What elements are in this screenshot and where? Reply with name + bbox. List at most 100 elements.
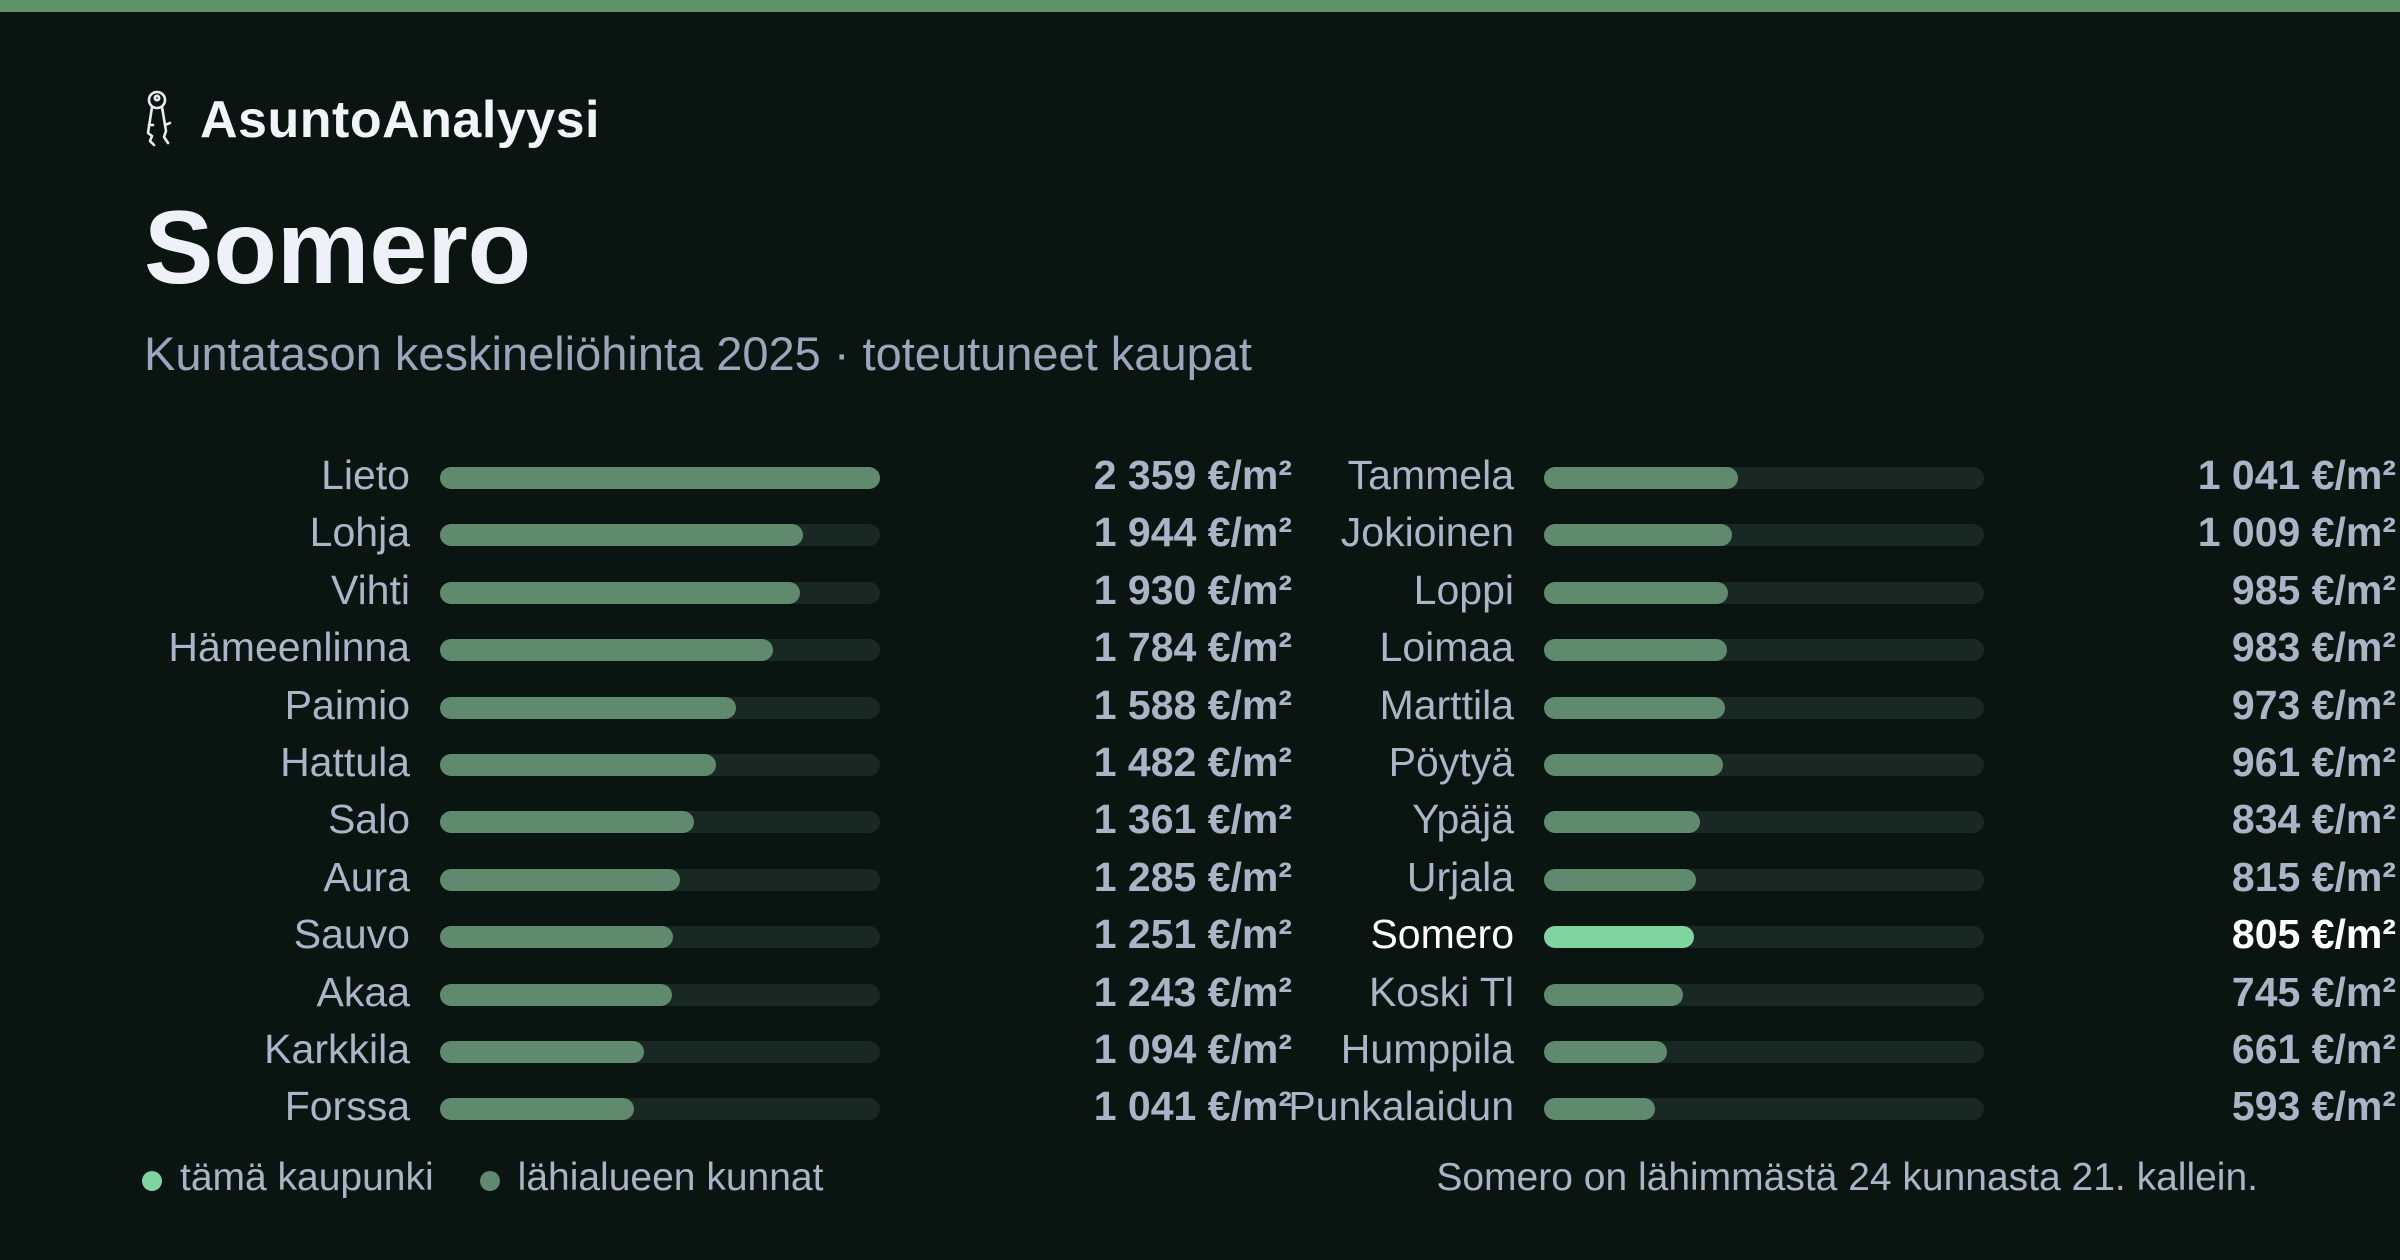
bar-track (440, 811, 880, 834)
bar-row: Sauvo 1 251 €/m² (140, 907, 1292, 961)
bar-track (440, 1098, 880, 1121)
bar-value-label: 593 €/m² (2231, 1083, 2396, 1130)
bar-row: Akaa 1 243 €/m² (140, 965, 1292, 1019)
rank-footnote: Somero on lähimmästä 24 kunnasta 21. kal… (1436, 1156, 2258, 1199)
bar-label: Lohja (309, 509, 410, 556)
bar-value-label: 1 930 €/m² (1093, 566, 1292, 613)
bar-value-label: 1 588 €/m² (1093, 681, 1292, 728)
bar-track (440, 581, 880, 604)
bar-row: Urjala 815 €/m² (1244, 850, 2396, 904)
bar-row: Somero 805 €/m² (1244, 907, 2396, 961)
bar-value-label: 1 361 €/m² (1093, 796, 1292, 843)
bar-value-label: 1 041 €/m² (1093, 1083, 1292, 1130)
bar-track (440, 524, 880, 547)
bar-track (1544, 639, 1984, 662)
bar-value-label: 834 €/m² (2231, 796, 2396, 843)
bar (440, 868, 680, 891)
bar-value-label: 1 243 €/m² (1093, 968, 1292, 1015)
bar-label: Loimaa (1379, 624, 1514, 671)
bar-track (440, 1041, 880, 1063)
page-title: Somero (144, 190, 532, 306)
bar-label: Forssa (284, 1083, 410, 1130)
bar-row: Ypäjä 834 €/m² (1244, 792, 2396, 846)
bar (440, 1098, 635, 1121)
bar-label: Salo (327, 796, 410, 843)
bar-value-label: 1 784 €/m² (1093, 624, 1292, 671)
bar-value-label: 1 251 €/m² (1093, 911, 1292, 958)
bar-label: Ypäjä (1412, 796, 1514, 843)
bar-track (1544, 1041, 1984, 1063)
bar-track (1544, 811, 1984, 834)
bar-value-label: 1 041 €/m² (2197, 452, 2396, 498)
bar-row: Forssa 1 041 €/m² (140, 1079, 1292, 1133)
bar-track (1544, 754, 1984, 776)
bar (440, 524, 803, 547)
brand: AsuntoAnalyysi (140, 84, 600, 156)
bar-label: Akaa (316, 968, 410, 1015)
bar-track (440, 696, 880, 719)
bar-row: Koski Tl 745 €/m² (1244, 965, 2396, 1019)
bar (1544, 1041, 1668, 1063)
legend-dot-others (479, 1171, 500, 1191)
bar-value-label: 661 €/m² (2231, 1026, 2396, 1072)
bar (440, 811, 694, 834)
bar-track (440, 467, 880, 489)
bar-value-label: 983 €/m² (2231, 624, 2396, 671)
top-accent-bar (0, 0, 2400, 12)
legend: tämä kaupunki lähialueen kunnat (142, 1150, 869, 1206)
bar (440, 754, 717, 776)
bar-label: Paimio (284, 681, 410, 728)
bar (1544, 524, 1733, 547)
bar-value-label: 973 €/m² (2231, 681, 2396, 728)
bar-track (1544, 983, 1984, 1006)
bar-row: Punkalaidun 593 €/m² (1244, 1079, 2396, 1133)
bar-label: Marttila (1379, 681, 1514, 728)
bar (1544, 1098, 1655, 1121)
bar (1544, 926, 1695, 949)
bar (1544, 754, 1724, 776)
brand-name: AsuntoAnalyysi (200, 91, 600, 149)
bar-label: Lieto (321, 452, 410, 498)
bar-value-label: 815 €/m² (2231, 853, 2396, 900)
bar-label: Tammela (1347, 452, 1514, 498)
bar (1544, 581, 1728, 604)
bar-row: Marttila 973 €/m² (1244, 678, 2396, 732)
bar (440, 1041, 645, 1063)
bar-value-label: 1 009 €/m² (2197, 509, 2396, 556)
bar-track (440, 639, 880, 662)
bar-label: Jokioinen (1340, 509, 1514, 556)
bar-value-label: 805 €/m² (2231, 911, 2396, 958)
bar-row: Aura 1 285 €/m² (140, 850, 1292, 904)
bar (1544, 696, 1726, 719)
legend-label-highlight: tämä kaupunki (180, 1156, 434, 1199)
bar-label: Somero (1370, 911, 1514, 958)
bar-row: Vihti 1 930 €/m² (140, 563, 1292, 617)
keys-icon (146, 90, 172, 147)
bar-label: Punkalaidun (1288, 1083, 1514, 1130)
bar-row: Tammela 1 041 €/m² (1244, 448, 2396, 502)
bar-row: Jokioinen 1 009 €/m² (1244, 505, 2396, 559)
bar-label: Hattula (280, 739, 410, 785)
bar (1544, 983, 1683, 1006)
bar-row: Hattula 1 482 €/m² (140, 735, 1292, 789)
bar-track (1544, 868, 1984, 891)
bar-row: Hämeenlinna 1 784 €/m² (140, 620, 1292, 674)
bar-row: Karkkila 1 094 €/m² (140, 1022, 1292, 1076)
bar-value-label: 1 285 €/m² (1093, 853, 1292, 900)
bar-value-label: 1 944 €/m² (1093, 509, 1292, 556)
bar-row: Lohja 1 944 €/m² (140, 505, 1292, 559)
page-subtitle: Kuntatason keskineliöhinta 2025 · toteut… (144, 327, 1252, 380)
bar-label: Aura (323, 853, 410, 900)
bar-label: Sauvo (293, 911, 410, 958)
legend-item-highlight: tämä kaupunki (142, 1156, 434, 1200)
bar-row: Humppila 661 €/m² (1244, 1022, 2396, 1076)
bar-value-label: 1 094 €/m² (1093, 1026, 1292, 1072)
bar (1544, 467, 1739, 489)
bar-track (1544, 467, 1984, 489)
bar-value-label: 961 €/m² (2231, 739, 2396, 785)
bar-track (1544, 696, 1984, 719)
bar-label: Koski Tl (1368, 968, 1514, 1015)
bar-track (1544, 1098, 1984, 1121)
bar (1544, 811, 1700, 834)
legend-item-others: lähialueen kunnat (479, 1156, 823, 1200)
